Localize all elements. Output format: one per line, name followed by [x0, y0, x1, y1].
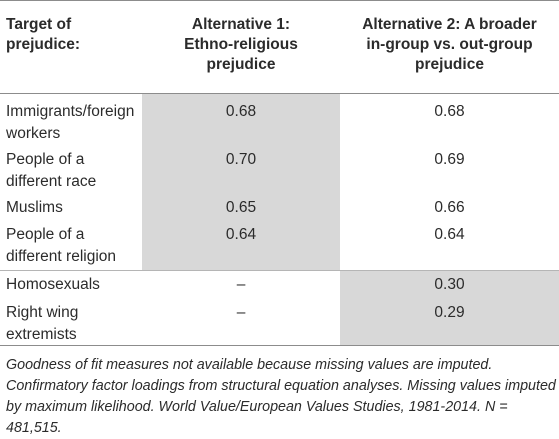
cell-alt1-different-religion: 0.64 — [225, 226, 257, 243]
header-line: prejudice — [415, 56, 484, 73]
footnote-line: Confirmatory factor loadings from struct… — [6, 378, 556, 394]
cell-alt2-different-religion: 0.64 — [434, 226, 465, 243]
label-line: Muslims — [6, 199, 63, 216]
shade-alternative-2-block — [340, 270, 559, 345]
row-label-different-race: People of a different race — [6, 149, 136, 193]
label-line: different race — [6, 173, 97, 190]
header-line: in-group vs. out-group — [366, 36, 533, 53]
label-line: workers — [6, 125, 61, 142]
header-alternative-1: Alternative 1: Ethno-religious prejudice — [142, 15, 340, 75]
cell-alt1-different-race: 0.70 — [225, 151, 257, 168]
cell-alt2-muslims: 0.66 — [434, 199, 465, 216]
cell-alt2-homosexuals: 0.30 — [434, 276, 465, 293]
footnote-line: by maximum likelihood. World Value/Europ… — [6, 399, 508, 436]
cell-alt1-immigrants: 0.68 — [225, 103, 257, 120]
header-line: Alternative 2: A broader — [362, 16, 537, 33]
label-line: different religion — [6, 248, 117, 265]
header-line: prejudice: — [6, 36, 81, 53]
footnote-line: Goodness of fit measures not available b… — [6, 357, 493, 373]
table-footnote: Goodness of fit measures not available b… — [6, 355, 556, 439]
cell-alt2-immigrants: 0.68 — [434, 103, 465, 120]
label-line: People of a — [6, 151, 85, 168]
table-bottom-rule — [0, 345, 559, 346]
label-line: Right wing — [6, 304, 79, 321]
cell-alt2-right-wing-extremists: 0.29 — [434, 304, 465, 321]
header-alternative-2: Alternative 2: A broader in-group vs. ou… — [340, 15, 559, 75]
row-group-rule — [0, 270, 559, 271]
header-line: Ethno-religious — [184, 36, 298, 53]
row-label-different-religion: People of a different religion — [6, 224, 136, 268]
row-label-muslims: Muslims — [6, 197, 136, 219]
header-bottom-rule — [0, 93, 559, 94]
cell-alt1-muslims: 0.65 — [225, 199, 257, 216]
cell-alt1-homosexuals: – — [236, 276, 246, 293]
table-top-rule — [0, 0, 559, 1]
header-line: prejudice — [206, 56, 276, 73]
label-line: Immigrants/foreign — [6, 103, 135, 120]
header-target-of-prejudice: Target of prejudice: — [6, 15, 136, 55]
label-line: extremists — [6, 326, 77, 343]
header-line: Alternative 1: — [191, 16, 291, 33]
row-label-right-wing-extremists: Right wing extremists — [6, 302, 136, 346]
header-line: Target of — [6, 16, 72, 33]
row-label-immigrants: Immigrants/foreign workers — [6, 101, 136, 145]
row-label-homosexuals: Homosexuals — [6, 274, 136, 296]
label-line: Homosexuals — [6, 276, 100, 293]
shade-alternative-1-block — [142, 94, 340, 270]
cell-alt1-right-wing-extremists: – — [236, 304, 246, 321]
label-line: People of a — [6, 226, 85, 243]
cell-alt2-different-race: 0.69 — [434, 151, 465, 168]
